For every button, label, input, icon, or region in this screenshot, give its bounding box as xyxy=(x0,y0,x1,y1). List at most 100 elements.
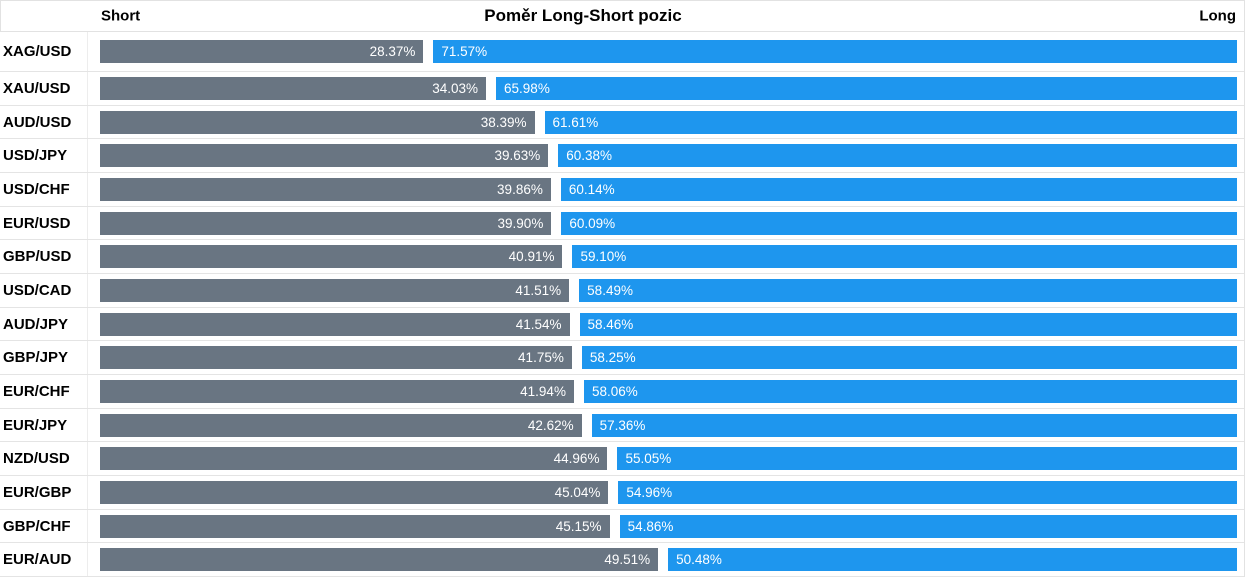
short-bar: 45.04% xyxy=(100,480,609,504)
pair-row: EUR/CHF 41.94% 58.06% xyxy=(0,375,1244,409)
pair-row: XAG/USD 28.37% 71.57% xyxy=(0,32,1244,72)
ratio-bars: 42.62% 57.36% xyxy=(88,409,1244,442)
pair-row: EUR/USD 39.90% 60.09% xyxy=(0,206,1244,241)
ratio-bars: 41.94% 58.06% xyxy=(88,375,1244,408)
ratio-bars: 45.04% 54.96% xyxy=(88,476,1244,509)
long-bar: 60.09% xyxy=(561,211,1237,235)
pair-row: USD/CHF 39.86% 60.14% xyxy=(0,173,1244,207)
ratio-bars: 39.90% 60.09% xyxy=(88,207,1244,240)
long-bar-value: 60.38% xyxy=(566,148,613,164)
short-bar: 39.86% xyxy=(100,177,551,201)
pair-label: GBP/JPY xyxy=(0,341,88,375)
pair-label: AUD/JPY xyxy=(0,307,88,341)
pair-label: GBP/CHF xyxy=(0,509,88,543)
ratio-bars: 49.51% 50.48% xyxy=(88,543,1244,576)
short-column-header: Short xyxy=(101,7,141,25)
short-bar: 49.51% xyxy=(100,548,659,572)
pair-row: USD/CAD 41.51% 58.49% xyxy=(0,274,1244,308)
pair-label: USD/CHF xyxy=(0,173,88,206)
long-bar-value: 59.10% xyxy=(580,249,627,265)
long-bar-value: 60.09% xyxy=(569,215,616,231)
short-bar: 39.90% xyxy=(100,211,552,235)
short-bar-value: 44.96% xyxy=(553,451,600,467)
short-bar-value: 49.51% xyxy=(604,552,651,568)
short-bar: 42.62% xyxy=(100,413,582,437)
long-bar-value: 58.25% xyxy=(589,350,636,366)
long-bar-value: 58.06% xyxy=(591,383,638,399)
long-bar: 60.38% xyxy=(558,144,1237,168)
short-bar-value: 40.91% xyxy=(508,249,555,265)
long-bar: 59.10% xyxy=(572,245,1237,269)
short-bar-value: 45.15% xyxy=(555,518,602,534)
pair-label: EUR/GBP xyxy=(0,476,88,509)
stacked-bar: 40.91% 59.10% xyxy=(100,245,1237,269)
rows-container: XAG/USD 28.37% 71.57% XAU/USD 34.03% 65.98% AU… xyxy=(0,32,1244,578)
pair-label: XAG/USD xyxy=(0,32,88,71)
long-bar-value: 50.48% xyxy=(676,552,722,568)
pair-row: AUD/USD 38.39% 61.61% xyxy=(0,105,1244,140)
short-bar: 38.39% xyxy=(100,110,535,134)
stacked-bar: 45.15% 54.86% xyxy=(100,514,1237,538)
short-bar-value: 41.94% xyxy=(520,383,566,399)
stacked-bar: 34.03% 65.98% xyxy=(100,76,1237,100)
short-bar: 45.15% xyxy=(100,514,610,538)
pair-row: EUR/GBP 45.04% 54.96% xyxy=(0,476,1244,510)
short-bar-value: 39.86% xyxy=(497,181,543,197)
long-column-header: Long xyxy=(1199,7,1236,25)
short-bar: 41.75% xyxy=(100,346,572,370)
long-bar: 61.61% xyxy=(544,110,1237,134)
long-bar-value: 57.36% xyxy=(599,417,646,433)
chart-title: Poměr Long-Short pozic xyxy=(484,6,682,25)
ratio-bars: 34.03% 65.98% xyxy=(88,72,1244,105)
pair-row: NZD/USD 44.96% 55.05% xyxy=(0,442,1244,477)
short-bar: 41.54% xyxy=(100,312,570,336)
long-bar: 54.86% xyxy=(619,514,1237,538)
stacked-bar: 28.37% 71.57% xyxy=(100,40,1237,63)
pair-label: USD/CAD xyxy=(0,274,88,307)
pair-row: GBP/JPY 41.75% 58.25% xyxy=(0,341,1244,376)
stacked-bar: 39.90% 60.09% xyxy=(100,211,1237,235)
ratio-bars: 41.54% 58.46% xyxy=(88,308,1244,341)
stacked-bar: 39.63% 60.38% xyxy=(100,144,1237,168)
stacked-bar: 39.86% 60.14% xyxy=(100,177,1237,201)
pair-label: EUR/AUD xyxy=(0,543,88,577)
pair-row: GBP/CHF 45.15% 54.86% xyxy=(0,509,1244,544)
short-bar: 41.51% xyxy=(100,278,570,302)
pair-row: EUR/JPY 42.62% 57.36% xyxy=(0,408,1244,443)
stacked-bar: 41.94% 58.06% xyxy=(100,379,1237,403)
pair-row: GBP/USD 40.91% 59.10% xyxy=(0,240,1244,275)
long-bar: 71.57% xyxy=(433,40,1237,63)
short-bar-value: 45.04% xyxy=(554,484,601,500)
long-bar-value: 58.49% xyxy=(587,282,633,298)
stacked-bar: 44.96% 55.05% xyxy=(100,447,1237,471)
short-bar: 39.63% xyxy=(100,144,549,168)
pair-label: AUD/USD xyxy=(0,105,88,139)
short-bar-value: 41.75% xyxy=(518,350,564,366)
long-bar: 65.98% xyxy=(496,76,1237,100)
ratio-bars: 45.15% 54.86% xyxy=(88,510,1244,543)
short-bar: 40.91% xyxy=(100,245,563,269)
short-bar-value: 38.39% xyxy=(480,114,527,130)
short-bar-value: 39.90% xyxy=(497,215,544,231)
chart-header: Short Poměr Long-Short pozic Long xyxy=(0,0,1244,32)
ratio-bars: 41.75% 58.25% xyxy=(88,341,1244,374)
stacked-bar: 38.39% 61.61% xyxy=(100,110,1237,134)
long-bar: 58.46% xyxy=(579,312,1237,336)
pair-label: USD/JPY xyxy=(0,139,88,173)
pair-label: NZD/USD xyxy=(0,442,88,476)
short-bar-value: 42.62% xyxy=(527,417,574,433)
pair-row: XAU/USD 34.03% 65.98% xyxy=(0,72,1244,106)
pair-label: EUR/CHF xyxy=(0,375,88,408)
short-bar-value: 41.54% xyxy=(515,316,562,332)
long-bar-value: 71.57% xyxy=(441,44,488,59)
stacked-bar: 41.75% 58.25% xyxy=(100,346,1237,370)
stacked-bar: 41.51% 58.49% xyxy=(100,278,1237,302)
pair-label: XAU/USD xyxy=(0,72,88,105)
long-bar: 58.06% xyxy=(583,379,1237,403)
stacked-bar: 49.51% 50.48% xyxy=(100,548,1237,572)
ratio-bars: 38.39% 61.61% xyxy=(88,106,1244,139)
long-bar: 58.49% xyxy=(579,278,1237,302)
stacked-bar: 42.62% 57.36% xyxy=(100,413,1237,437)
pair-label: EUR/USD xyxy=(0,206,88,240)
